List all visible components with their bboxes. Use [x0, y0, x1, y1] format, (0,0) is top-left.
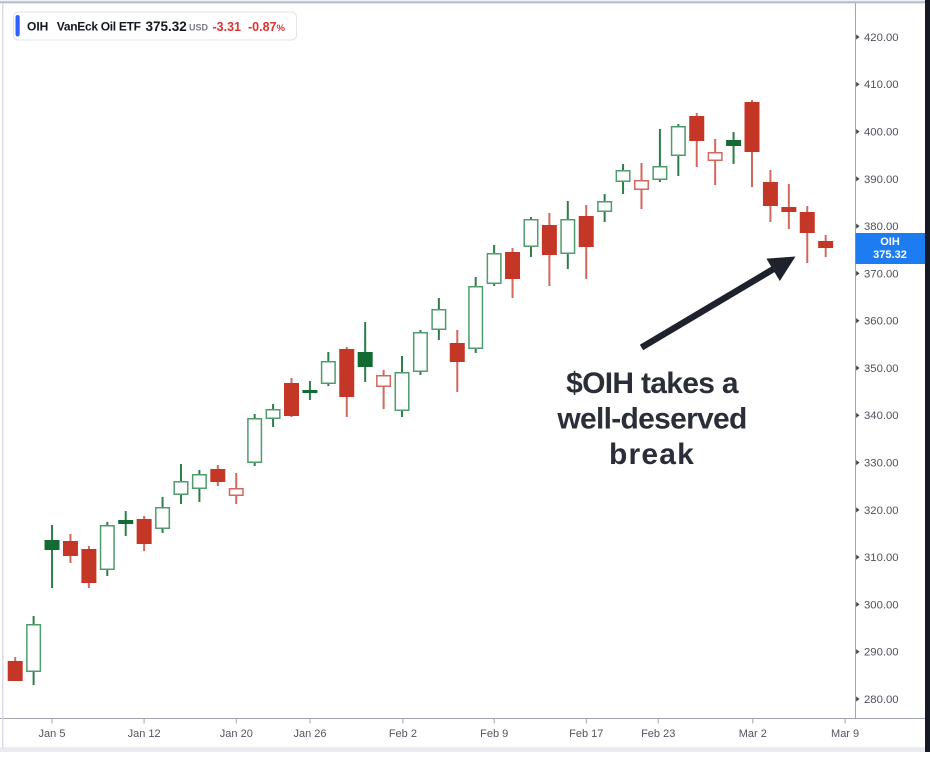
svg-text:410.00: 410.00 — [864, 79, 899, 91]
svg-text:310.00: 310.00 — [864, 552, 899, 564]
svg-text:300.00: 300.00 — [864, 599, 899, 611]
svg-text:VanEck Oil ETF: VanEck Oil ETF — [57, 20, 141, 34]
svg-text:360.00: 360.00 — [864, 316, 899, 328]
svg-text:290.00: 290.00 — [864, 647, 899, 659]
svg-text:break: break — [609, 438, 695, 471]
svg-text:375.32: 375.32 — [873, 249, 907, 261]
svg-text:400.00: 400.00 — [864, 127, 899, 139]
svg-text:-3.31: -3.31 — [213, 20, 242, 34]
svg-text:Mar 9: Mar 9 — [831, 728, 859, 740]
svg-text:350.00: 350.00 — [864, 363, 899, 375]
svg-text:Mar 2: Mar 2 — [739, 728, 767, 740]
svg-text:280.00: 280.00 — [864, 694, 899, 706]
svg-text:420.00: 420.00 — [864, 32, 899, 44]
svg-text:$OIH takes a: $OIH takes a — [566, 367, 739, 400]
svg-text:Jan 5: Jan 5 — [39, 728, 66, 740]
svg-text:370.00: 370.00 — [864, 268, 899, 280]
svg-text:Feb 17: Feb 17 — [569, 728, 603, 740]
svg-text:340.00: 340.00 — [864, 410, 899, 422]
svg-text:Jan 12: Jan 12 — [128, 728, 161, 740]
svg-text:OIH: OIH — [880, 236, 900, 248]
svg-text:Jan 20: Jan 20 — [220, 728, 253, 740]
svg-text:390.00: 390.00 — [864, 174, 899, 186]
svg-text:375.32: 375.32 — [146, 19, 187, 34]
svg-text:-0.87%: -0.87% — [248, 20, 286, 34]
svg-text:Jan 26: Jan 26 — [293, 728, 326, 740]
svg-text:Feb 23: Feb 23 — [641, 728, 675, 740]
svg-text:320.00: 320.00 — [864, 505, 899, 517]
svg-text:380.00: 380.00 — [864, 221, 899, 233]
svg-text:USD: USD — [189, 23, 209, 33]
svg-text:well-deserved: well-deserved — [556, 403, 746, 436]
svg-text:OIH: OIH — [27, 20, 48, 34]
svg-text:Feb 2: Feb 2 — [389, 728, 417, 740]
svg-text:330.00: 330.00 — [864, 458, 899, 470]
svg-text:Feb 9: Feb 9 — [480, 728, 508, 740]
